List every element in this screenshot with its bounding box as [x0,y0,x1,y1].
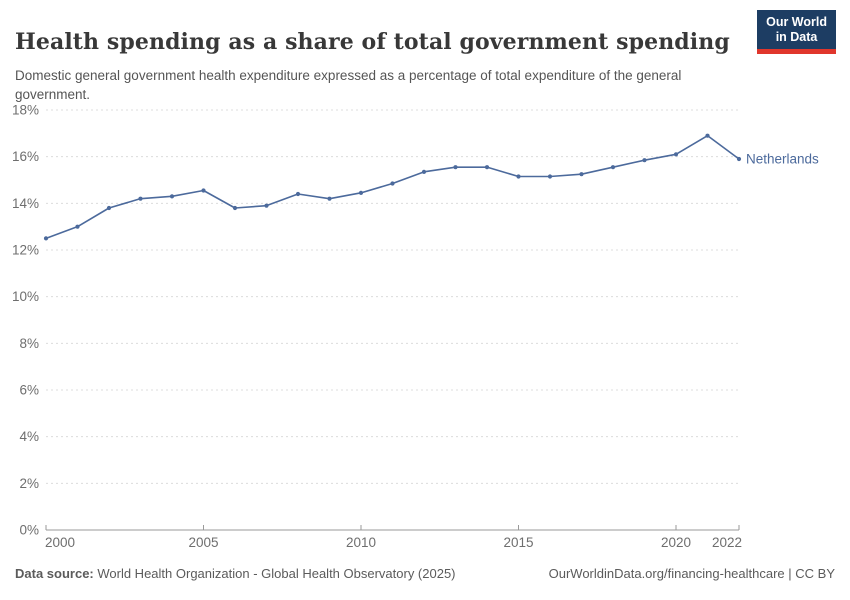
data-point-2011[interactable] [390,181,395,186]
data-point-2010[interactable] [358,190,364,195]
footer-data-source-label: Data source: [15,566,94,581]
data-point-2003[interactable] [138,196,143,201]
y-tick-label-6pct: 6% [19,383,39,398]
data-point-2022[interactable] [736,156,742,162]
page-footer: Data source: World Health Organization -… [15,566,835,581]
series-line-netherlands[interactable] [45,134,740,240]
owid-logo-line1: Our World [766,15,827,29]
y-tick-label-16pct: 16% [12,149,39,164]
data-point-2000[interactable] [43,236,49,241]
x-tick-label-2020: 2020 [661,535,691,550]
data-point-2005[interactable] [201,188,206,193]
data-point-2013[interactable] [453,165,458,170]
y-tick-label-2pct: 2% [19,476,39,491]
data-point-2006[interactable] [232,205,238,211]
page-title: Health spending as a share of total gove… [15,28,730,55]
x-tick-label-2010: 2010 [346,535,376,550]
owid-logo-line2: in Data [775,30,818,44]
data-point-2017[interactable] [579,172,584,177]
footer-data-source: Data source: World Health Organization -… [15,566,456,581]
data-point-2020[interactable] [673,152,679,157]
y-tick-label-14pct: 14% [12,196,39,211]
x-tick-label-2005: 2005 [188,535,218,550]
data-point-2008[interactable] [295,191,301,197]
data-point-2019[interactable] [642,158,647,163]
data-point-2015[interactable] [516,174,521,179]
y-tick-label-4pct: 4% [19,429,39,444]
series-label-netherlands: Netherlands [746,152,819,167]
data-point-2004[interactable] [169,194,175,199]
data-point-2002[interactable] [106,205,112,211]
data-point-2016[interactable] [547,174,553,179]
y-tick-label-0pct: 0% [19,523,39,538]
data-point-2021[interactable] [705,133,710,138]
data-point-2001[interactable] [75,224,80,229]
data-point-2014[interactable] [484,165,490,170]
data-point-2012[interactable] [421,169,427,174]
data-point-2018[interactable] [610,165,616,170]
owid-logo[interactable]: Our World in Data [757,10,836,54]
y-tick-label-12pct: 12% [12,243,39,258]
data-point-2009[interactable] [327,196,332,201]
y-tick-label-18pct: 18% [12,103,39,118]
y-tick-label-8pct: 8% [19,336,39,351]
data-point-2007[interactable] [264,203,269,208]
x-tick-label-2022: 2022 [712,535,742,550]
footer-license-link[interactable]: OurWorldinData.org/financing-healthcare … [548,566,835,581]
y-tick-label-10pct: 10% [12,289,39,304]
x-tick-label-2015: 2015 [503,535,533,550]
x-tick-label-2000: 2000 [45,535,75,550]
page-subtitle: Domestic general government health expen… [15,67,682,103]
footer-data-source-text: World Health Organization - Global Healt… [93,566,456,581]
chart-plot-area: 0% 2% 4% 6% 8% 10% 12% 14% 16% 18% 2000 2005 2010 201… [12,103,819,551]
